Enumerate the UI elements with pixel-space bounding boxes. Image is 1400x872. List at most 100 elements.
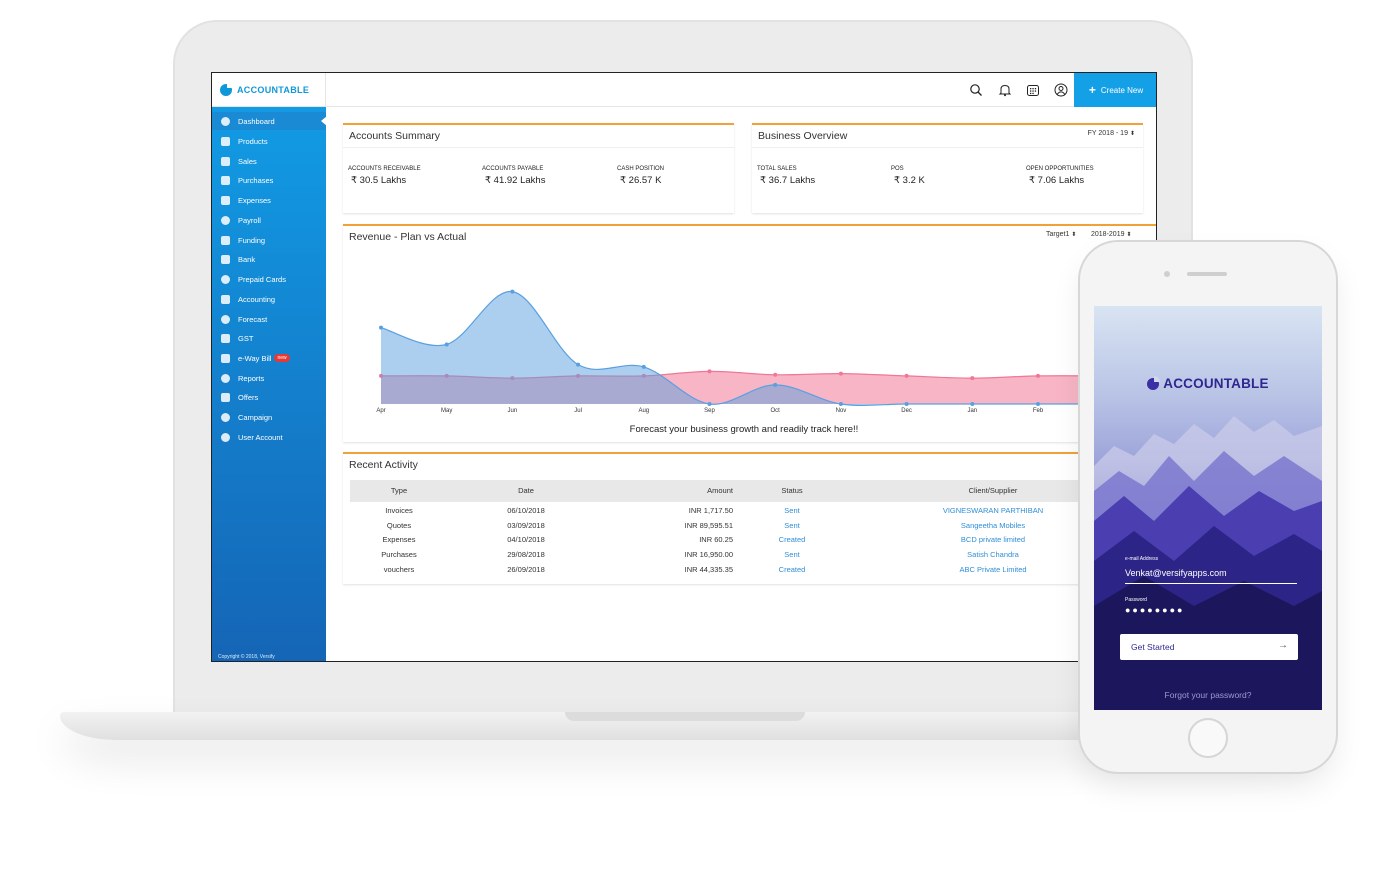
calendar-icon[interactable]	[1026, 83, 1040, 97]
sidebar-item-sales[interactable]: Sales	[212, 152, 326, 170]
funding-icon	[221, 235, 230, 245]
laptop-notch	[565, 712, 805, 721]
search-icon[interactable]	[969, 83, 983, 97]
series-2-point[interactable]	[970, 376, 975, 381]
email-field[interactable]: Venkat@versifyapps.com	[1125, 568, 1227, 578]
sidebar-item-label: Payroll	[238, 215, 261, 225]
metric-value: ₹ 26.57 K	[620, 175, 662, 186]
sidebar-item-campaign[interactable]: Campaign	[212, 408, 326, 426]
metric-cash-position: CASH POSITION ₹ 26.57 K	[617, 166, 664, 186]
sidebar-item-offers[interactable]: Offers	[212, 388, 326, 406]
mobile-brand: ACCOUNTABLE	[1094, 375, 1322, 391]
basket-icon	[221, 175, 230, 185]
arrow-right-icon: →	[1278, 640, 1288, 651]
table-cell-client[interactable]: Sangeetha Mobiles	[960, 520, 1026, 530]
column-header[interactable]: Date	[518, 486, 534, 495]
sidebar-item-label: Expenses	[238, 195, 271, 205]
column-header[interactable]: Status	[781, 486, 803, 495]
series-2-point[interactable]	[773, 372, 778, 377]
create-new-label: Create New	[1100, 85, 1144, 95]
series-1-point[interactable]	[838, 402, 843, 406]
series-2-point[interactable]	[904, 373, 909, 378]
sidebar-item-prepaid-cards[interactable]: Prepaid Cards	[212, 270, 326, 288]
phone-frame: ACCOUNTABLE e-mail Address Venkat@versif…	[1080, 242, 1336, 772]
series-1-point[interactable]	[641, 364, 646, 369]
sidebar-item-gst[interactable]: GST	[212, 329, 326, 347]
card-title: Recent Activity	[349, 459, 418, 471]
brand-name: ACCOUNTABLE	[237, 85, 310, 95]
brand[interactable]: ACCOUNTABLE	[212, 73, 326, 107]
bank-icon	[221, 254, 230, 264]
series-1-point[interactable]	[379, 325, 383, 330]
metric-value: ₹ 30.5 Lakhs	[351, 175, 407, 186]
sidebar-item-payroll[interactable]: Payroll	[212, 211, 326, 229]
recent-activity-card: Recent Activity Type Date Amount Status Clie…	[343, 452, 1156, 584]
accounts-summary-card: Accounts Summary ACCOUNTS RECEIVABLE ₹ 3…	[343, 123, 734, 213]
series-2-point[interactable]	[707, 369, 712, 374]
series-1-line	[380, 291, 1104, 407]
metric-value: ₹ 7.06 Lakhs	[1029, 175, 1085, 186]
gift-icon	[221, 392, 230, 402]
sidebar-item-bank[interactable]: Bank	[212, 250, 326, 268]
sidebar-item-purchases[interactable]: Purchases	[212, 171, 326, 189]
series-1-point[interactable]	[444, 342, 449, 347]
series-1-point[interactable]	[510, 289, 515, 294]
series-1-point[interactable]	[904, 402, 909, 406]
sidebar-item-label: User Account	[238, 432, 283, 442]
x-tick-label: Feb	[1033, 408, 1044, 414]
sidebar-item-funding[interactable]: Funding	[212, 231, 326, 249]
x-tick-label: May	[441, 408, 452, 414]
bell-icon[interactable]	[998, 83, 1012, 97]
sidebar-item-products[interactable]: Products	[212, 132, 326, 150]
year-select[interactable]: 2018-2019 ⬍	[1091, 231, 1132, 238]
user-icon[interactable]	[1054, 83, 1068, 97]
chart-icon	[221, 294, 230, 304]
password-field[interactable]: ●●●●●●●●	[1125, 605, 1185, 615]
create-new-button[interactable]: + Create New	[1074, 73, 1156, 107]
pie-icon	[221, 314, 230, 324]
x-tick-label: Sep	[704, 408, 715, 414]
series-1-point[interactable]	[576, 362, 581, 367]
series-1-point[interactable]	[707, 402, 712, 406]
mobile-brand-name: ACCOUNTABLE	[1163, 376, 1269, 391]
metric-label: TOTAL SALES	[757, 166, 797, 172]
column-header[interactable]: Amount	[707, 486, 733, 495]
sort-icon: ⬍	[1126, 232, 1132, 238]
forgot-password-link[interactable]: Forgot your password?	[1164, 690, 1252, 700]
sidebar-item-e-way-bill[interactable]: e-Way Bill new	[212, 349, 326, 367]
sidebar-item-label: Dashboard	[238, 116, 275, 126]
table-cell-client[interactable]: ABC Private Limited	[959, 564, 1027, 574]
get-started-button[interactable]: Get Started →	[1120, 634, 1298, 660]
business-overview-card: Business Overview FY 2018 - 19 ⬍ TOTAL SA…	[752, 123, 1143, 213]
series-1-point[interactable]	[773, 382, 778, 387]
payroll-icon	[221, 215, 230, 225]
sidebar-item-expenses[interactable]: Expenses	[212, 191, 326, 209]
sidebar-item-label: Bank	[238, 254, 256, 264]
metric-accounts-payable: ACCOUNTS PAYABLE ₹ 41.92 Lakhs	[482, 166, 545, 186]
metric-pos: POS ₹ 3.2 K	[891, 166, 925, 186]
copyright-text: Copyright © 2018, Versify	[218, 654, 275, 660]
sidebar-item-accounting[interactable]: Accounting	[212, 290, 326, 308]
year-value: 2018-2019	[1091, 231, 1125, 238]
table-cell-status: Created	[778, 535, 806, 545]
series-2-point[interactable]	[838, 371, 843, 376]
column-header[interactable]: Type	[390, 486, 408, 495]
home-button[interactable]	[1188, 718, 1228, 758]
series-1-point[interactable]	[1036, 402, 1040, 406]
sidebar-item-user-account[interactable]: User Account	[212, 428, 326, 446]
column-header[interactable]: Client/Supplier	[968, 486, 1018, 495]
table-cell-client[interactable]: VIGNESWARAN PARTHIBAN	[942, 506, 1044, 515]
target-select[interactable]: Target1 ⬍	[1046, 231, 1076, 238]
series-2-point[interactable]	[1036, 373, 1040, 378]
table-cell-client[interactable]: BCD private limited	[960, 535, 1026, 545]
sidebar-item-forecast[interactable]: Forecast	[212, 310, 326, 328]
series-1-point[interactable]	[970, 402, 975, 406]
fiscal-year-select[interactable]: FY 2018 - 19 ⬍	[1088, 130, 1135, 137]
mobile-login-screen: ACCOUNTABLE e-mail Address Venkat@versif…	[1094, 306, 1322, 710]
x-tick-label: Apr	[376, 408, 385, 414]
sidebar-item-dashboard[interactable]: Dashboard	[212, 112, 327, 130]
table-cell-client[interactable]: Satish Chandra	[967, 550, 1019, 560]
sidebar-item-reports[interactable]: Reports	[212, 369, 326, 387]
metric-value: ₹ 36.7 Lakhs	[760, 175, 816, 186]
revenue-chart: AprMayJunJulAugSepOctNovDecJanFebMar	[376, 289, 1109, 414]
